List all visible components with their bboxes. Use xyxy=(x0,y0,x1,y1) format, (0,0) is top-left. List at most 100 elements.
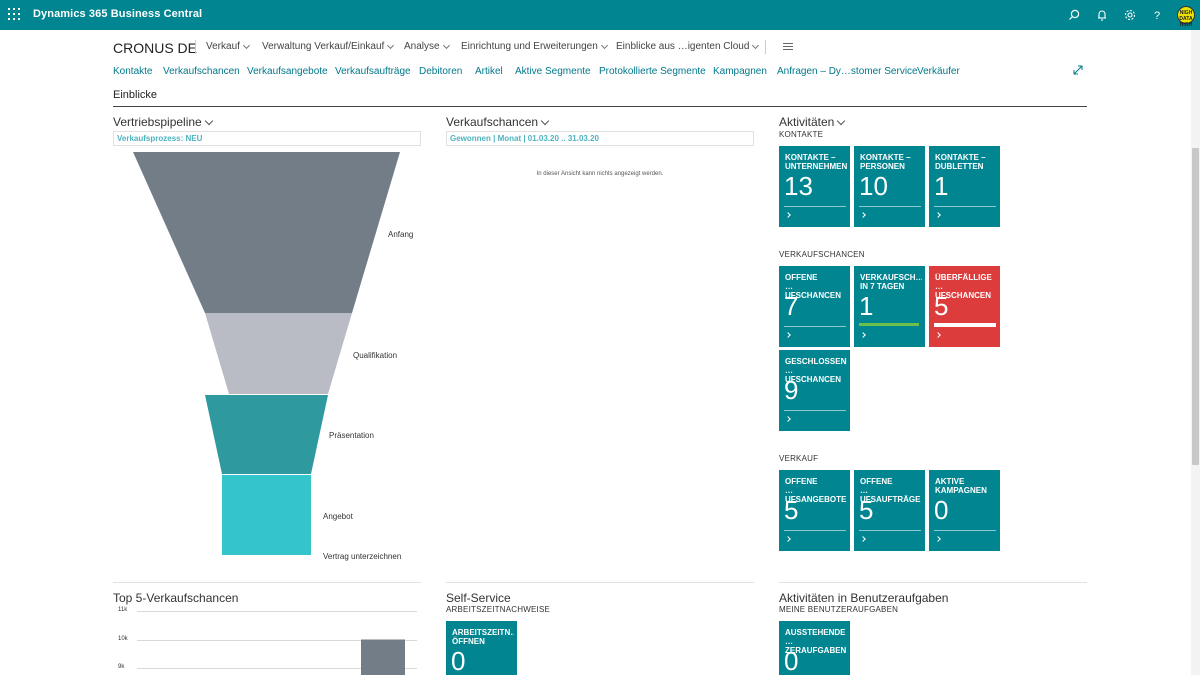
top5-title[interactable]: Top 5-Verkaufschancen xyxy=(113,591,239,605)
usertasks-title: Aktivitäten in Benutzeraufgaben xyxy=(779,591,949,605)
help-icon[interactable]: ? xyxy=(1148,6,1166,24)
tile-value: 5 xyxy=(934,291,949,321)
header-divider xyxy=(765,40,766,54)
tile-divider xyxy=(859,530,921,531)
selfservice-heading: ARBEITSZEITNACHWEISE xyxy=(446,605,551,614)
menu-analyse[interactable]: Analyse xyxy=(404,41,450,52)
tile-value: 0 xyxy=(934,495,949,525)
tile-label: KONTAKTE – UNTERNEHMEN xyxy=(785,153,847,171)
selfservice-title: Self-Service xyxy=(446,591,511,605)
tile-label: ARBEITSZEITN… ÖFFNEN xyxy=(452,628,514,646)
pipeline-title[interactable]: Vertriebspipeline xyxy=(113,115,213,129)
link-verkaufsangebote[interactable]: Verkaufsangebote xyxy=(247,66,328,77)
expand-icon[interactable] xyxy=(1072,64,1084,76)
tile-arbeitszeitnachweise-oeffnen[interactable]: ARBEITSZEITN… ÖFFNEN 0 xyxy=(446,621,517,675)
tile-offene-verkaufschancen[interactable]: OFFENE …UFSCHANCEN 7 xyxy=(779,266,850,347)
chevron-down-icon xyxy=(442,41,450,49)
gridline xyxy=(137,668,417,669)
link-verkaufschancen[interactable]: Verkaufschancen xyxy=(163,66,240,77)
funnel-label: Anfang xyxy=(388,230,414,239)
tile-value: 0 xyxy=(784,646,799,675)
funnel-stage-anfang[interactable] xyxy=(133,152,400,313)
menu-verkauf[interactable]: Verkauf xyxy=(206,41,250,52)
group-heading-verkauf: VERKAUF xyxy=(779,454,819,463)
menu-einrichtung[interactable]: Einrichtung und Erweiterungen xyxy=(461,41,608,52)
pipeline-funnel-chart xyxy=(133,152,400,555)
link-verkaeufer[interactable]: Verkäufer xyxy=(917,66,960,77)
scrollbar-thumb[interactable] xyxy=(1192,148,1199,465)
activities-title[interactable]: Aktivitäten xyxy=(779,115,846,129)
tile-divider xyxy=(784,206,846,207)
tile-value: 5 xyxy=(859,495,874,525)
section-title: Einblicke xyxy=(113,89,158,101)
tile-aktive-kampagnen[interactable]: AKTIVE KAMPAGNEN 0 xyxy=(929,470,1000,551)
top5-bar-chart xyxy=(361,639,405,675)
menu-label: Einblicke aus …igenten Cloud xyxy=(616,41,750,52)
link-anfragen[interactable]: Anfragen – Dy…stomer Service xyxy=(777,66,918,77)
chevron-down-icon xyxy=(204,116,213,126)
y-tick-label: 10k xyxy=(118,636,128,642)
chevron-right-icon xyxy=(935,332,941,338)
link-kontakte[interactable]: Kontakte xyxy=(113,66,153,77)
tile-label: GESCHLOSSENE …UFSCHANCEN xyxy=(785,357,847,384)
menu-label: Verwaltung Verkauf/Einkauf xyxy=(262,41,385,52)
tile-geschlossene-verkaufschancen[interactable]: GESCHLOSSENE …UFSCHANCEN 9 xyxy=(779,350,850,431)
more-menu-icon[interactable] xyxy=(783,43,793,50)
app-launcher-icon[interactable] xyxy=(8,8,20,20)
link-kampagnen[interactable]: Kampagnen xyxy=(713,66,767,77)
tile-value: 5 xyxy=(784,495,799,525)
tile-kontakte-unternehmen[interactable]: KONTAKTE – UNTERNEHMEN 13 xyxy=(779,146,850,227)
tile-label: VERKAUFSCH… IN 7 TAGEN xyxy=(860,273,922,291)
menu-verwaltung[interactable]: Verwaltung Verkauf/Einkauf xyxy=(262,41,395,52)
opportunities-filter[interactable]: Gewonnen | Monat | 01.03.20 .. 31.03.20 xyxy=(446,131,754,146)
tile-divider xyxy=(784,326,846,327)
app-title[interactable]: Dynamics 365 Business Central xyxy=(33,8,203,20)
funnel-stage-praesentation[interactable] xyxy=(205,395,328,474)
tile-indicator-bar xyxy=(859,323,919,326)
part-divider xyxy=(779,582,1087,583)
funnel-label: Qualifikation xyxy=(353,351,398,360)
company-name[interactable]: CRONUS DE xyxy=(113,40,198,56)
funnel-stage-angebot[interactable] xyxy=(222,475,311,555)
tile-value: 1 xyxy=(934,171,949,201)
tile-value: 13 xyxy=(784,171,813,201)
tile-offene-verkaufsangebote[interactable]: OFFENE …UFSANGEBOTE 5 xyxy=(779,470,850,551)
chevron-down-icon xyxy=(600,41,608,49)
link-aktive-segmente[interactable]: Aktive Segmente xyxy=(515,66,591,77)
gear-icon[interactable] xyxy=(1121,6,1139,24)
tile-divider xyxy=(934,530,996,531)
menu-label: Analyse xyxy=(404,41,440,52)
pipeline-title-text: Vertriebspipeline xyxy=(113,115,202,129)
gridline xyxy=(137,640,417,641)
link-artikel[interactable]: Artikel xyxy=(475,66,503,77)
avatar-text: NIGH DATA HIGH xyxy=(1179,10,1193,28)
funnel-stage-qualifikation[interactable] xyxy=(205,313,352,394)
activities-title-text: Aktivitäten xyxy=(779,115,835,129)
tile-ausstehende-benutzeraufgaben[interactable]: AUSSTEHENDE …ZERAUFGABEN 0 xyxy=(779,621,850,675)
tile-kontakte-personen[interactable]: KONTAKTE – PERSONEN 10 xyxy=(854,146,925,227)
tile-label: OFFENE …UFSCHANCEN xyxy=(785,273,841,300)
avatar[interactable]: NIGH DATA HIGH xyxy=(1177,6,1195,28)
link-verkaufsauftraege[interactable]: Verkaufsaufträge xyxy=(335,66,411,77)
part-divider xyxy=(113,582,421,583)
search-icon[interactable] xyxy=(1065,6,1083,24)
tile-label: AUSSTEHENDE …ZERAUFGABEN xyxy=(785,628,847,655)
gridline xyxy=(137,611,417,612)
link-protokollierte-segmente[interactable]: Protokollierte Segmente xyxy=(599,66,706,77)
group-heading-verkaufschancen: VERKAUFSCHANCEN xyxy=(779,250,865,259)
chevron-down-icon xyxy=(540,116,550,126)
bell-icon[interactable] xyxy=(1093,6,1111,24)
chevron-right-icon xyxy=(935,212,941,218)
link-debitoren[interactable]: Debitoren xyxy=(419,66,463,77)
tile-ueberfaellige-verkaufschancen[interactable]: ÜBERFÄLLIGE …UFSCHANCEN 5 xyxy=(929,266,1000,347)
tile-offene-verkaufsauftraege[interactable]: OFFENE …UFSAUFTRÄGE 5 xyxy=(854,470,925,551)
tile-kontakte-dubletten[interactable]: KONTAKTE – DUBLETTEN 1 xyxy=(929,146,1000,227)
chevron-right-icon xyxy=(785,536,791,542)
tile-value: 0 xyxy=(451,646,466,675)
bar-4[interactable] xyxy=(361,639,405,675)
empty-message: In dieser Ansicht kann nichts angezeigt … xyxy=(536,171,664,177)
opportunities-title[interactable]: Verkaufschancen xyxy=(446,115,550,129)
pipeline-filter[interactable]: Verkaufsprozess: NEU xyxy=(113,131,421,146)
tile-verkaufschancen-7-tage[interactable]: VERKAUFSCH… IN 7 TAGEN 1 xyxy=(854,266,925,347)
menu-einblicke[interactable]: Einblicke aus …igenten Cloud xyxy=(616,41,760,52)
